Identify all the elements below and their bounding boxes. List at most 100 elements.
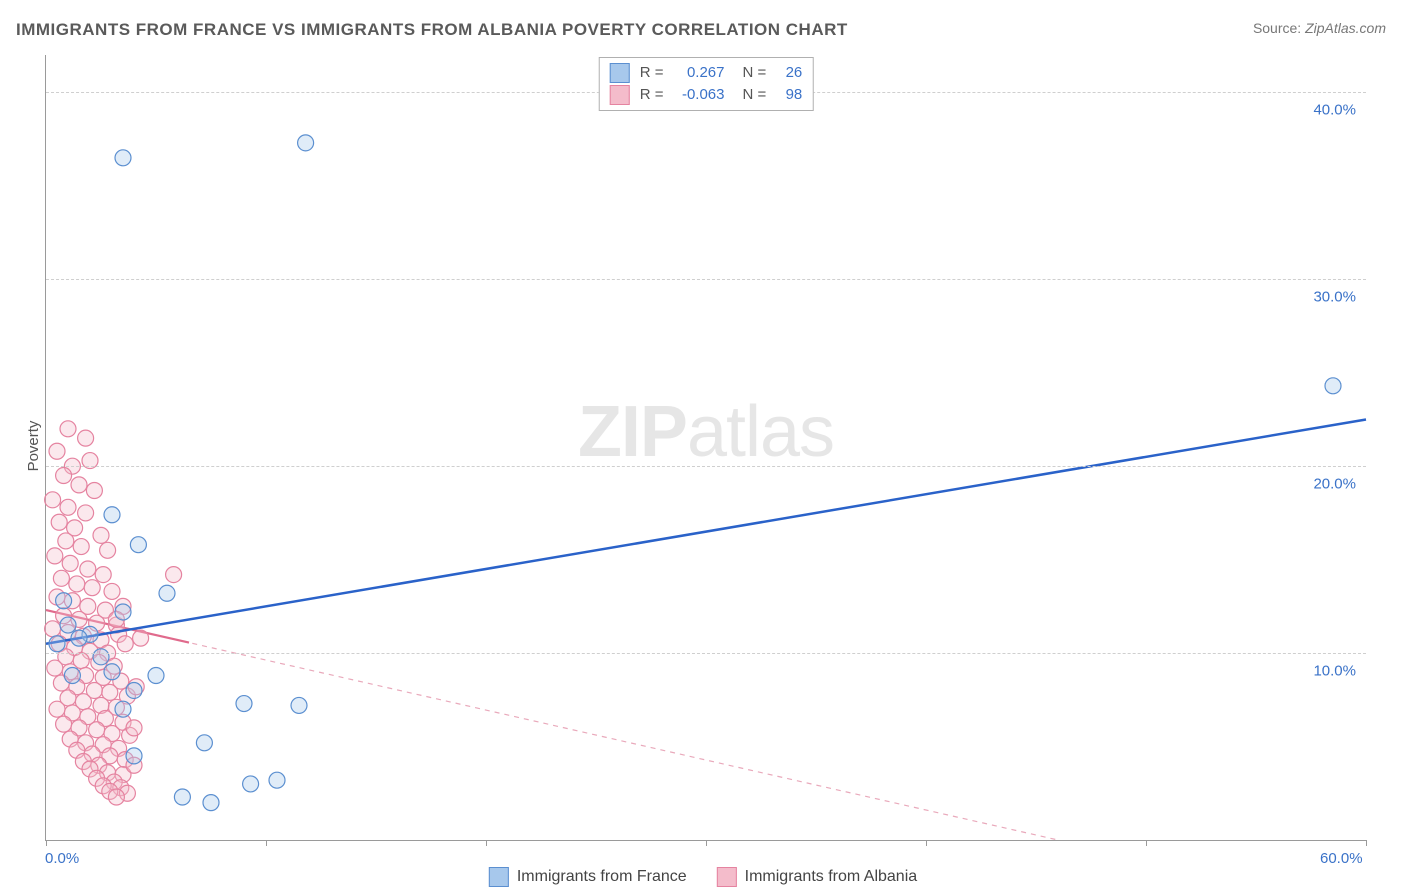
data-point-albania (56, 468, 72, 484)
data-point-france (115, 150, 131, 166)
x-tick (706, 840, 707, 846)
data-point-albania (60, 499, 76, 515)
data-point-albania (78, 505, 94, 521)
y-tick-label: 20.0% (1313, 476, 1356, 493)
data-point-france (1325, 378, 1341, 394)
data-point-albania (53, 570, 69, 586)
data-point-france (93, 649, 109, 665)
legend-swatch-icon (717, 867, 737, 887)
data-point-albania (80, 561, 96, 577)
legend-swatch-icon (610, 63, 630, 83)
y-tick-label: 30.0% (1313, 289, 1356, 306)
data-point-albania (51, 514, 67, 530)
x-tick-label: 0.0% (45, 850, 79, 867)
r-value: -0.063 (670, 84, 725, 106)
r-value: 0.267 (670, 62, 725, 84)
data-point-albania (108, 789, 124, 805)
data-point-albania (84, 580, 100, 596)
data-point-france (49, 636, 65, 652)
data-point-albania (45, 492, 61, 508)
source-value: ZipAtlas.com (1305, 20, 1386, 36)
data-point-albania (49, 701, 65, 717)
data-point-albania (60, 421, 76, 437)
data-point-albania (69, 576, 85, 592)
x-tick (46, 840, 47, 846)
data-point-albania (78, 430, 94, 446)
data-point-france (56, 593, 72, 609)
data-point-albania (45, 621, 61, 637)
x-tick (926, 840, 927, 846)
y-tick-label: 10.0% (1313, 663, 1356, 680)
gridline-h (46, 466, 1366, 467)
legend-series-label: Immigrants from France (517, 868, 687, 886)
x-tick (486, 840, 487, 846)
legend-series-item: Immigrants from France (489, 867, 687, 887)
data-point-albania (166, 567, 182, 583)
x-tick (1366, 840, 1367, 846)
data-point-france (60, 617, 76, 633)
x-tick (1146, 840, 1147, 846)
data-point-france (71, 630, 87, 646)
data-point-albania (126, 720, 142, 736)
data-point-france (126, 682, 142, 698)
trend-line-albania (46, 610, 1058, 840)
data-point-france (291, 697, 307, 713)
trend-line-france (46, 419, 1366, 643)
data-point-albania (86, 482, 102, 498)
data-point-albania (133, 630, 149, 646)
r-label: R = (640, 84, 664, 106)
legend-swatch-icon (610, 85, 630, 105)
legend-stats-row: R =-0.063N =98 (610, 84, 803, 106)
data-point-france (243, 776, 259, 792)
data-point-france (174, 789, 190, 805)
data-point-france (130, 537, 146, 553)
chart-svg (46, 55, 1366, 840)
data-point-albania (47, 548, 63, 564)
data-point-albania (49, 443, 65, 459)
data-point-france (126, 748, 142, 764)
data-point-france (104, 664, 120, 680)
legend-series-item: Immigrants from Albania (717, 867, 918, 887)
legend-stats-row: R = 0.267 N =26 (610, 62, 803, 84)
data-point-france (269, 772, 285, 788)
source-label: Source: (1253, 20, 1301, 36)
source-credit: Source: ZipAtlas.com (1253, 20, 1386, 36)
x-tick-label: 60.0% (1320, 850, 1363, 867)
data-point-france (159, 585, 175, 601)
gridline-h (46, 279, 1366, 280)
data-point-albania (117, 636, 133, 652)
data-point-albania (58, 533, 74, 549)
x-tick (266, 840, 267, 846)
data-point-france (64, 668, 80, 684)
data-point-albania (100, 542, 116, 558)
data-point-france (115, 701, 131, 717)
legend-stats: R =0.267N =26R =-0.063N =98 (599, 57, 814, 111)
data-point-albania (89, 722, 105, 738)
y-axis-label: Poverty (25, 421, 42, 472)
data-point-albania (71, 477, 87, 493)
data-point-albania (62, 555, 78, 571)
data-point-france (236, 696, 252, 712)
data-point-france (148, 668, 164, 684)
data-point-albania (93, 527, 109, 543)
n-label: N = (743, 84, 767, 106)
gridline-h (46, 653, 1366, 654)
legend-swatch-icon (489, 867, 509, 887)
legend-series-label: Immigrants from Albania (745, 868, 918, 886)
data-point-france (104, 507, 120, 523)
chart-title: IMMIGRANTS FROM FRANCE VS IMMIGRANTS FRO… (16, 20, 848, 40)
y-tick-label: 40.0% (1313, 102, 1356, 119)
n-label: N = (743, 62, 767, 84)
n-value: 26 (772, 62, 802, 84)
plot-area: ZIPatlas R =0.267N =26R =-0.063N =98 10.… (45, 55, 1366, 841)
data-point-albania (47, 660, 63, 676)
data-point-france (196, 735, 212, 751)
data-point-albania (95, 567, 111, 583)
legend-series: Immigrants from France Immigrants from Al… (489, 867, 917, 887)
data-point-albania (104, 583, 120, 599)
data-point-albania (73, 539, 89, 555)
data-point-france (298, 135, 314, 151)
data-point-france (203, 795, 219, 811)
data-point-albania (56, 716, 72, 732)
r-label: R = (640, 62, 664, 84)
